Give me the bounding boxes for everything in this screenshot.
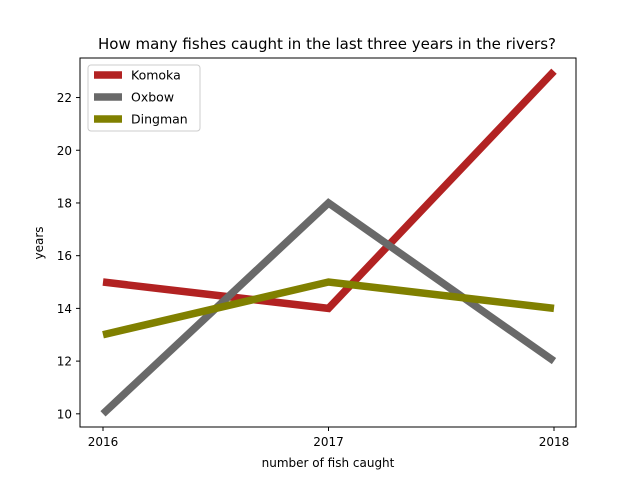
y-tick-label: 20 <box>57 144 72 158</box>
y-tick-label: 12 <box>57 355 72 369</box>
y-tick-label: 18 <box>57 196 72 210</box>
x-tick-label: 2018 <box>539 435 570 449</box>
legend-label-dingman: Dingman <box>131 112 188 127</box>
x-tick-label: 2016 <box>88 435 119 449</box>
y-tick-label: 16 <box>57 249 72 263</box>
y-tick-label: 10 <box>57 407 72 421</box>
y-tick-label: 22 <box>57 91 72 105</box>
legend-box <box>87 64 201 132</box>
chart-title: How many fishes caught in the last three… <box>98 35 556 53</box>
legend-label-oxbow: Oxbow <box>131 90 174 105</box>
y-axis-title: years <box>32 226 46 259</box>
y-axis: 10 12 14 16 18 20 22 <box>57 91 80 421</box>
legend-label-komoka: Komoka <box>131 68 181 83</box>
legend: Komoka Oxbow Dingman <box>87 64 201 132</box>
x-tick-label: 2017 <box>313 435 344 449</box>
series-layer <box>100 68 557 417</box>
x-axis-title: number of fish caught <box>262 456 395 470</box>
y-tick-label: 14 <box>57 302 72 316</box>
x-axis: 2016 2017 2018 <box>88 427 570 449</box>
